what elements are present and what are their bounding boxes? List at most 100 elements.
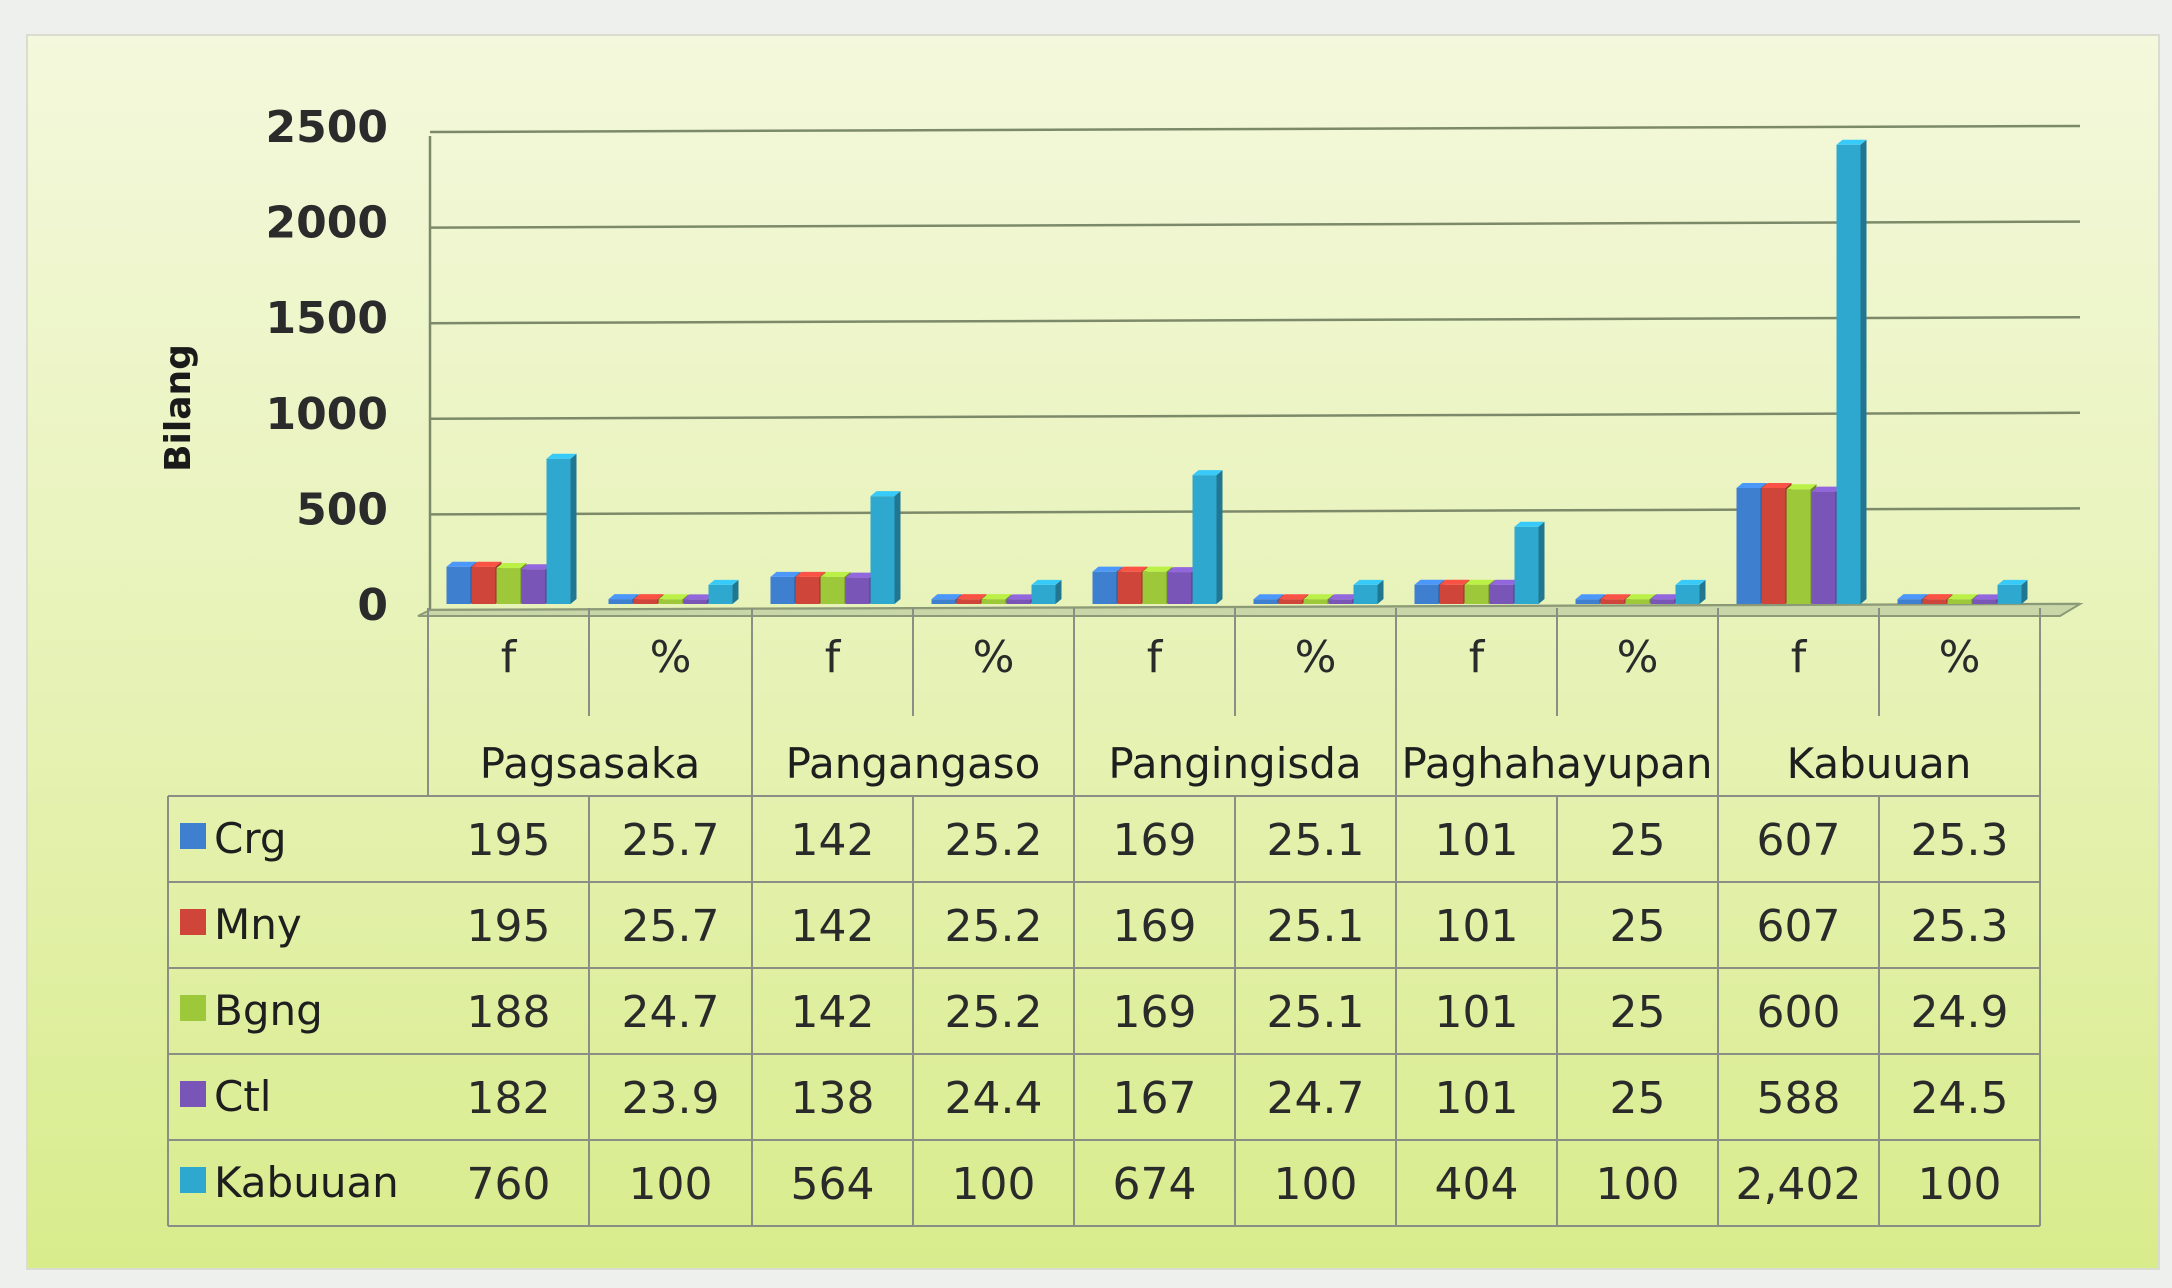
bar: [1278, 599, 1303, 604]
bar-side: [1860, 139, 1867, 604]
data-label: 25.1: [1267, 901, 1365, 952]
bar-top: [1600, 594, 1631, 600]
bar-side: [894, 491, 901, 604]
bar-top: [1972, 594, 2003, 600]
bar: [931, 599, 956, 604]
data-label: 674: [1113, 1159, 1197, 1210]
bar: [1439, 584, 1464, 604]
bar: [1328, 599, 1353, 604]
bar-top: [1192, 470, 1223, 476]
bar-top: [1167, 567, 1198, 573]
bar: [1922, 599, 1947, 604]
bar-top: [633, 594, 664, 600]
bar: [1675, 584, 1700, 604]
data-label: 169: [1113, 901, 1197, 952]
legend-key: [180, 1167, 206, 1193]
y-tick-label: 1000: [266, 389, 388, 440]
data-label: 25: [1610, 901, 1666, 952]
bar: [1167, 572, 1192, 604]
bar: [1414, 584, 1439, 604]
bar-top: [1897, 594, 1928, 600]
bar-top: [1031, 579, 1062, 585]
subcategory-label: %: [1617, 632, 1659, 683]
bar-top: [708, 579, 739, 585]
bar-top: [845, 572, 876, 578]
legend-label: Crg: [214, 814, 287, 863]
bar-top: [1328, 594, 1359, 600]
data-label: 25: [1610, 815, 1666, 866]
bar: [1625, 599, 1650, 604]
bar-top: [1761, 482, 1792, 488]
bar-side: [1377, 579, 1384, 604]
legend-label: Bgng: [214, 986, 323, 1035]
data-label: 169: [1113, 815, 1197, 866]
data-label: 2,402: [1736, 1159, 1862, 1210]
y-tick-label: 1500: [266, 293, 388, 344]
data-label: 138: [791, 1073, 875, 1124]
data-label: 607: [1757, 901, 1841, 952]
bar-side: [2021, 579, 2028, 604]
group-label: Pagsasaka: [480, 739, 700, 788]
y-tick-label: 0: [357, 580, 388, 631]
bar-side: [732, 579, 739, 604]
data-label: 25: [1610, 1073, 1666, 1124]
bar: [708, 584, 733, 604]
group-label: Paghahayupan: [1401, 739, 1712, 788]
data-label: 24.9: [1911, 987, 2009, 1038]
data-label: 195: [467, 901, 551, 952]
legend-key: [180, 823, 206, 849]
y-tick-label: 2000: [266, 198, 388, 249]
bar: [1761, 487, 1786, 604]
data-label: 142: [791, 901, 875, 952]
bar-top: [1142, 566, 1173, 572]
group-label: Kabuuan: [1787, 739, 1972, 788]
subcategory-label: %: [650, 632, 692, 683]
data-label: 25.1: [1267, 987, 1365, 1038]
bar-top: [1414, 579, 1445, 585]
bar: [1736, 487, 1761, 604]
subcategory-label: %: [1939, 632, 1981, 683]
data-label: 100: [952, 1159, 1036, 1210]
data-label: 25.3: [1911, 815, 2009, 866]
bar-top: [1997, 579, 2028, 585]
bar: [820, 576, 845, 604]
data-label: 564: [791, 1159, 875, 1210]
data-label: 169: [1113, 987, 1197, 1038]
bar-top: [820, 571, 851, 577]
bars: [446, 139, 2028, 604]
bar-top: [1353, 579, 1384, 585]
bar: [1836, 144, 1861, 604]
bar: [471, 566, 496, 604]
y-tick-label: 2500: [266, 102, 388, 153]
chart-panel: 2500 2000 1500 1000 500 0 Bilang f% f% f% f% f% Pa…: [28, 36, 2158, 1268]
data-label: 24.7: [622, 987, 720, 1038]
bar: [1897, 599, 1922, 604]
bar-top: [1303, 594, 1334, 600]
bar-top: [1836, 139, 1867, 145]
bar-top: [1786, 484, 1817, 490]
bar-top: [981, 594, 1012, 600]
data-label: 101: [1435, 1073, 1519, 1124]
data-table: f% f% f% f% f % Pagsasaka Pangangaso Pangingisda…: [167, 608, 2041, 1227]
data-label: 182: [467, 1073, 551, 1124]
data-label: 600: [1757, 987, 1841, 1038]
bar: [870, 496, 895, 604]
bar: [683, 599, 708, 604]
bar-top: [870, 491, 901, 497]
group-label: Pangingisda: [1108, 739, 1361, 788]
bar: [1489, 584, 1514, 604]
bar: [1972, 599, 1997, 604]
legend-label: Ctl: [214, 1072, 271, 1121]
legend-key: [180, 995, 206, 1021]
legend-label: Kabuuan: [214, 1158, 399, 1207]
bar-top: [1117, 566, 1148, 572]
bar: [981, 599, 1006, 604]
bar-top: [658, 594, 689, 600]
group-label: Pangangaso: [786, 739, 1041, 788]
bar: [1353, 584, 1378, 604]
bar: [608, 599, 633, 604]
bar-top: [471, 561, 502, 567]
bar: [1997, 584, 2022, 604]
bar: [1031, 584, 1056, 604]
bar: [845, 577, 870, 604]
